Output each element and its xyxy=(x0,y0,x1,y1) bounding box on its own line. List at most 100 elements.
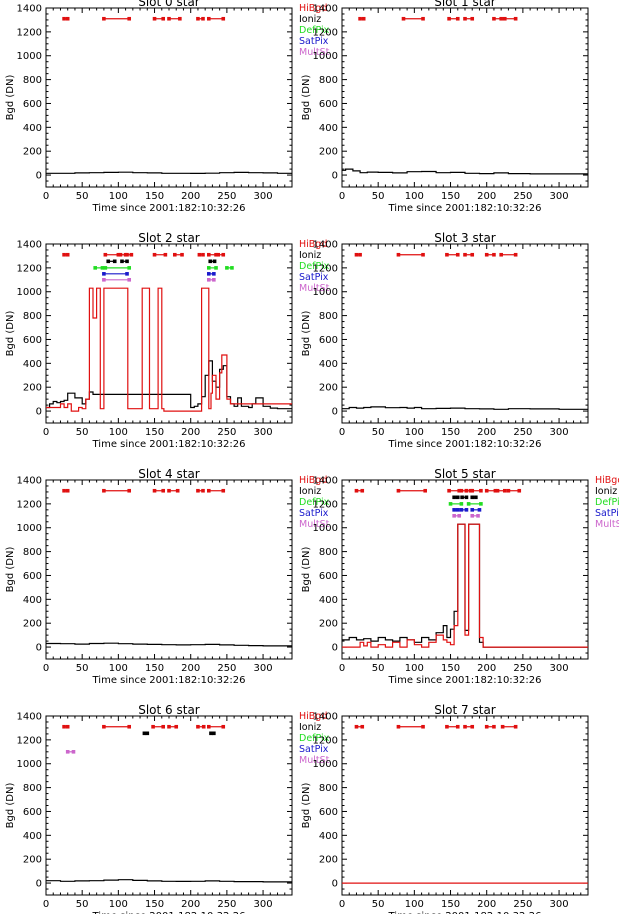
legend-entry: Ioniz xyxy=(299,250,321,261)
y-tick-label: 600 xyxy=(23,335,42,346)
flag-marker-end xyxy=(360,724,365,729)
legend-entry: MultSt xyxy=(299,47,330,58)
flag-marker-end xyxy=(502,488,507,493)
flag-marker-end xyxy=(455,508,460,512)
y-tick-label: 1400 xyxy=(17,240,42,251)
x-tick-label: 50 xyxy=(76,427,89,438)
flag-marker-start xyxy=(484,488,489,493)
flag-marker-end xyxy=(201,488,205,493)
y-tick-label: 1000 xyxy=(313,51,338,62)
flag-marker-start xyxy=(460,495,464,500)
chart-panel-4: Slot 4 star 0 50 100 150 200 250 300 0 200 400 600 8… xyxy=(5,467,330,686)
flag-marker-start xyxy=(445,252,449,257)
legend-entry: HiBgd xyxy=(299,3,327,14)
flag-marker-end xyxy=(65,16,70,21)
plot-frame xyxy=(341,243,589,424)
flag-marker-start xyxy=(209,731,213,736)
flag-marker-start xyxy=(470,508,475,512)
y-axis-label: Bgd (DN) xyxy=(5,311,16,357)
y-tick-label: 400 xyxy=(23,595,42,606)
legend-entry: MultSt xyxy=(299,283,330,294)
flag-marker-end xyxy=(161,724,166,729)
y-tick-label: 1200 xyxy=(313,263,338,274)
series-line-0 xyxy=(46,171,292,174)
legend-entry: MultSt xyxy=(299,519,330,530)
flag-marker-start xyxy=(499,252,503,257)
x-axis-label: Time since 2001:182:10:32:26 xyxy=(388,203,542,214)
x-tick-label: 50 xyxy=(372,427,385,438)
flag-marker-start xyxy=(152,16,157,21)
x-axis-label: Time since 2001:182:10:32:26 xyxy=(92,911,246,914)
x-tick-label: 200 xyxy=(181,191,200,202)
flag-marker-start xyxy=(62,16,66,21)
y-tick-label: 0 xyxy=(332,643,338,654)
flag-marker-start xyxy=(206,724,211,729)
flag-marker-start xyxy=(448,502,453,506)
x-tick-label: 100 xyxy=(405,899,424,910)
x-tick-label: 50 xyxy=(372,663,385,674)
chart-title: Slot 0 star xyxy=(138,0,200,9)
y-axis-label: Bgd (DN) xyxy=(301,547,312,593)
flag-marker-start xyxy=(206,278,211,282)
x-tick-label: 200 xyxy=(477,663,496,674)
flag-marker-start xyxy=(152,252,157,257)
x-tick-label: 100 xyxy=(405,191,424,202)
x-tick-label: 200 xyxy=(477,899,496,910)
plot-frame xyxy=(45,7,293,188)
flag-marker-end xyxy=(470,252,475,257)
x-tick-label: 300 xyxy=(550,427,569,438)
x-tick-label: 300 xyxy=(254,427,273,438)
x-tick-label: 150 xyxy=(441,427,460,438)
flag-marker-end xyxy=(474,495,478,500)
y-tick-label: 1000 xyxy=(313,523,338,534)
x-tick-label: 100 xyxy=(405,663,424,674)
x-tick-label: 100 xyxy=(109,899,128,910)
flag-marker-end xyxy=(492,724,496,729)
chart-title: Slot 3 star xyxy=(434,231,496,245)
flag-marker-start xyxy=(206,272,211,276)
x-tick-label: 150 xyxy=(145,191,164,202)
flag-marker-end xyxy=(421,252,425,257)
y-tick-label: 1000 xyxy=(17,759,42,770)
flag-marker-end xyxy=(476,514,480,518)
series-line-0 xyxy=(342,168,588,175)
flag-marker-start xyxy=(225,266,229,270)
flag-marker-end xyxy=(459,502,464,506)
flag-marker-start xyxy=(459,508,464,512)
chart-panel-2: Slot 2 star 0 50 100 150 200 250 300 0 200 400 600 8… xyxy=(5,231,330,450)
y-tick-label: 200 xyxy=(319,855,338,866)
flag-marker-end xyxy=(423,488,428,493)
legend-entry: SatPix xyxy=(299,36,329,47)
y-tick-label: 800 xyxy=(23,75,42,86)
flag-marker-end xyxy=(513,252,518,257)
flag-marker-start xyxy=(142,731,147,736)
series-line-0 xyxy=(46,879,292,883)
y-tick-label: 600 xyxy=(319,571,338,582)
flag-marker-start xyxy=(196,724,200,729)
flag-marker-end xyxy=(65,724,70,729)
flag-marker-end xyxy=(65,488,70,493)
flag-marker-start xyxy=(167,16,171,21)
x-tick-label: 200 xyxy=(477,191,496,202)
chart-panel-7: Slot 7 star 0 50 100 150 200 250 300 0 200 400 600 8… xyxy=(301,703,589,914)
flag-marker-start xyxy=(206,488,211,493)
flag-marker-start xyxy=(102,272,106,276)
flag-marker-end xyxy=(163,252,168,257)
plot-frame xyxy=(45,715,293,896)
flag-marker-end xyxy=(421,724,425,729)
y-tick-label: 200 xyxy=(23,147,42,158)
flag-marker-start xyxy=(396,724,401,729)
y-tick-label: 1400 xyxy=(313,476,338,487)
flag-marker-end xyxy=(492,252,496,257)
flag-marker-end xyxy=(455,252,460,257)
plot-frame xyxy=(45,479,293,660)
legend-entry: DefPix xyxy=(299,733,330,744)
flag-marker-start xyxy=(463,724,467,729)
y-tick-label: 400 xyxy=(319,595,338,606)
x-tick-label: 50 xyxy=(372,191,385,202)
flag-marker-start xyxy=(102,16,106,21)
flag-marker-start xyxy=(452,508,456,512)
flag-marker-end xyxy=(455,724,460,729)
y-axis-label: Bgd (DN) xyxy=(5,783,16,829)
y-tick-label: 0 xyxy=(36,643,42,654)
